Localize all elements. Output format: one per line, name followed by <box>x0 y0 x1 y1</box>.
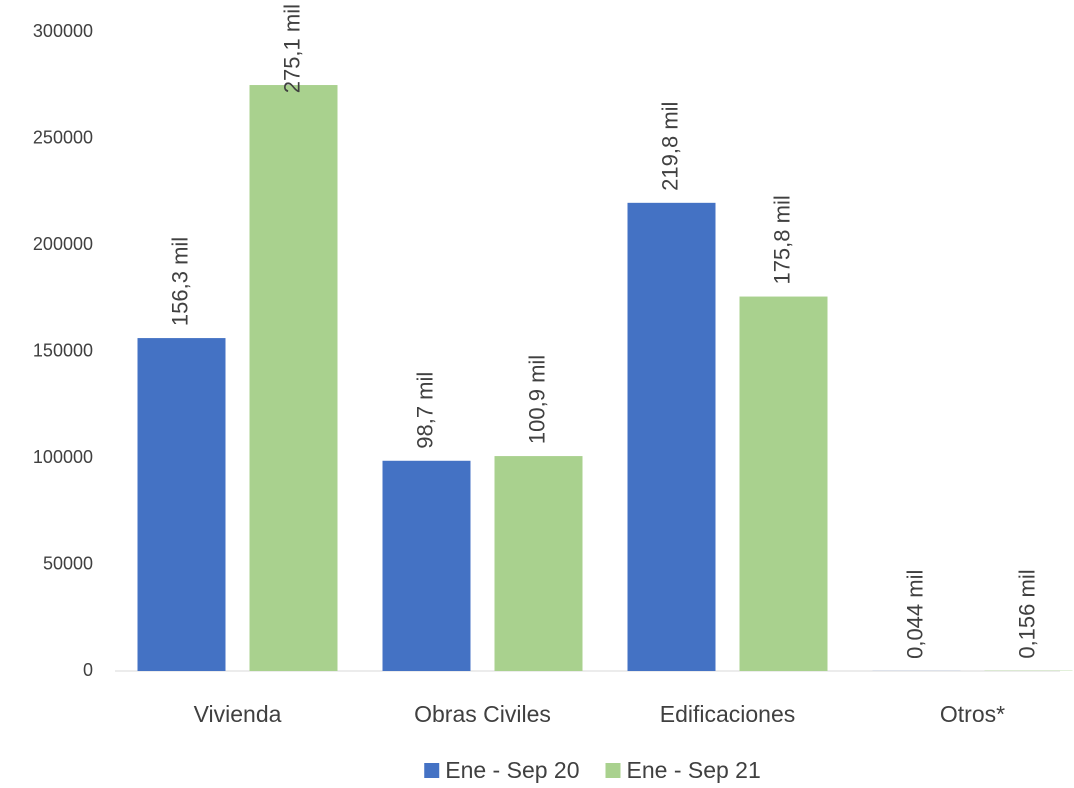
legend-swatch <box>605 763 621 778</box>
x-tick-label: Otros* <box>940 701 1005 727</box>
legend-label: Ene - Sep 21 <box>627 757 761 783</box>
y-tick-label: 50000 <box>43 553 93 573</box>
value-label: 100,9 mil <box>524 355 549 444</box>
legend-label: Ene - Sep 20 <box>445 757 579 783</box>
bar <box>137 338 226 671</box>
value-label: 275,1 mil <box>279 4 304 93</box>
bar <box>494 456 583 671</box>
x-tick-label: Obras Civiles <box>414 701 551 727</box>
bar <box>249 85 338 672</box>
value-label: 175,8 mil <box>769 195 794 284</box>
y-tick-label: 300000 <box>33 21 93 41</box>
x-tick-label: Edificaciones <box>660 701 796 727</box>
y-tick-label: 100000 <box>33 447 93 467</box>
y-tick-label: 0 <box>83 660 93 680</box>
y-tick-label: 200000 <box>33 234 93 254</box>
value-label: 0,044 mil <box>902 570 927 659</box>
bar <box>627 202 716 672</box>
value-label: 98,7 mil <box>412 372 437 449</box>
value-label: 156,3 mil <box>167 237 192 326</box>
x-tick-label: Vivienda <box>194 701 282 727</box>
value-label: 0,156 mil <box>1014 569 1039 658</box>
bar <box>382 460 471 671</box>
legend-swatch <box>424 763 440 778</box>
bar <box>739 296 828 671</box>
y-tick-label: 150000 <box>33 340 93 360</box>
value-label: 219,8 mil <box>657 102 682 191</box>
y-tick-label: 250000 <box>33 127 93 147</box>
